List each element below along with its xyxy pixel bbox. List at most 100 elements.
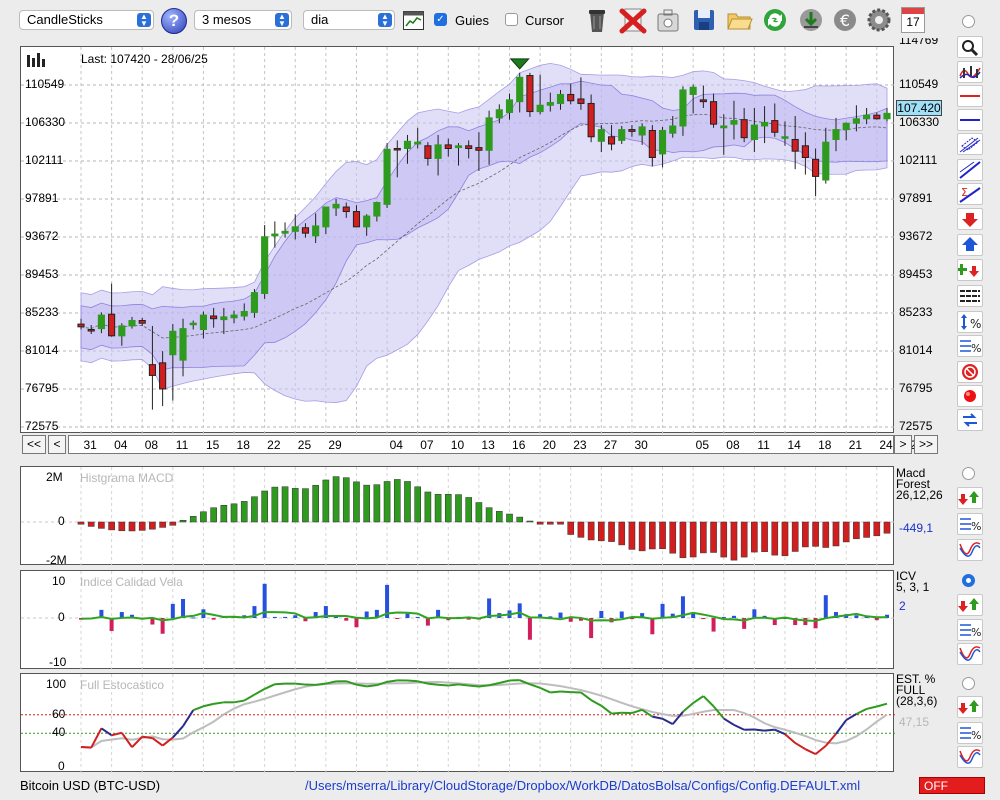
sell-arrow-button[interactable] (957, 208, 983, 230)
macd-percent-lines-button[interactable]: % (957, 513, 983, 535)
buy-arrow-button[interactable] (957, 234, 983, 256)
candle-body-down (301, 227, 310, 234)
download-icon[interactable] (797, 6, 825, 34)
trend-line-button[interactable] (957, 159, 983, 181)
macd-panel[interactable]: Histgrama MACD (20, 466, 895, 566)
interval-select[interactable]: dia ▲ ▼ (303, 10, 395, 30)
icv-bar (589, 618, 594, 639)
main-chart-panel[interactable]: Last: 107420 - 28/06/25 (20, 46, 895, 434)
stochastic-panel-radio[interactable] (962, 677, 975, 690)
save-icon[interactable] (690, 6, 718, 34)
stoch-percent-lines-button[interactable]: % (957, 722, 983, 744)
stochastic-panel[interactable]: Full Estocastico (20, 673, 895, 773)
chart-type-select[interactable]: CandleSticks ▲ ▼ (19, 10, 154, 30)
swap-button[interactable] (957, 409, 983, 431)
macd-bar (485, 507, 493, 523)
macd-bar (149, 521, 156, 530)
inner-band (80, 80, 888, 371)
fibonacci-button[interactable]: Σ (957, 183, 983, 205)
candle-body-up (852, 118, 860, 124)
delete-icon[interactable] (619, 6, 647, 34)
period-select[interactable]: 3 mesos ▲ ▼ (194, 10, 292, 30)
macd-oscillator-button[interactable] (957, 539, 983, 561)
trash-icon[interactable] (583, 6, 611, 34)
portfolio-icon[interactable] (654, 6, 682, 34)
settings-icon[interactable] (865, 6, 893, 34)
icv-bar (558, 612, 563, 618)
stoch-signal-pair-button[interactable] (957, 696, 983, 718)
channel-icon (959, 137, 981, 153)
y-tick-label-left: 110549 (25, 77, 65, 91)
icv-signal-pair-button[interactable] (957, 594, 983, 616)
candle-body-up (750, 124, 758, 140)
macd-bar (455, 494, 462, 523)
nav-last-button[interactable]: >> (914, 435, 938, 454)
date-label: 04 (114, 438, 128, 452)
icv-panel[interactable]: Indice Calidad Vela (20, 570, 895, 670)
nav-next-button[interactable]: > (894, 435, 912, 454)
zoom-button[interactable] (957, 36, 983, 58)
candle-body-down (873, 114, 881, 120)
candle (883, 107, 891, 122)
icv-bar (211, 618, 216, 620)
indicator-overlay-button[interactable] (957, 61, 983, 83)
guides-checkbox[interactable]: ✓ (434, 13, 447, 26)
off-toggle-button[interactable]: OFF (919, 777, 985, 794)
percent-scale-button[interactable]: % (957, 311, 983, 333)
horizontal-line-blue-button[interactable] (957, 109, 983, 131)
nav-prev-button[interactable]: < (48, 435, 66, 454)
candle (475, 132, 483, 172)
config-path-link[interactable]: /Users/mserra/Library/CloudStorage/Dropb… (305, 778, 861, 793)
candle (230, 310, 238, 324)
stochastic-k-segment (274, 682, 286, 686)
date-label: 15 (205, 438, 220, 452)
icv-oscillator-button[interactable] (957, 643, 983, 665)
candle (730, 100, 738, 140)
no-entry-button[interactable] (957, 361, 983, 383)
candle-body-up (495, 109, 503, 119)
stochastic-k-segment (376, 680, 388, 687)
icv-bar (170, 603, 175, 618)
icv-bar (405, 613, 410, 618)
record-button[interactable] (957, 385, 983, 407)
help-icon[interactable]: ? (161, 8, 187, 34)
macd-title: Histgrama MACD (80, 471, 174, 485)
macd-bar (98, 521, 105, 529)
last-price-label: Last: 107420 - 28/06/25 (81, 52, 208, 66)
icv-bar (527, 618, 532, 640)
macd-bar (567, 521, 575, 535)
open-folder-icon[interactable] (725, 6, 753, 34)
candle (159, 351, 167, 407)
date-label: 04 (389, 438, 403, 452)
calendar-icon[interactable]: 17 (901, 7, 925, 33)
horizontal-line-red-button[interactable] (957, 85, 983, 107)
candlestick-chart[interactable] (21, 47, 895, 434)
stoch-oscillator-button[interactable] (957, 746, 983, 768)
icv-bar (436, 609, 441, 618)
lines-button[interactable] (957, 285, 983, 307)
currency-icon[interactable]: € (831, 6, 859, 34)
macd-bar (842, 521, 850, 543)
icv-bar (130, 614, 135, 618)
signal-pair-button[interactable] (957, 259, 983, 281)
cursor-checkbox[interactable] (505, 13, 518, 26)
candle (505, 93, 514, 120)
refresh-icon[interactable] (761, 6, 789, 34)
candle (556, 89, 565, 110)
channel-button[interactable] (957, 133, 983, 155)
horizontal-line-blue-icon (960, 119, 980, 121)
icv-panel-radio[interactable] (962, 574, 975, 587)
icv-percent-lines-button[interactable]: % (957, 619, 983, 641)
candle-body-up (128, 320, 136, 327)
icv-bar (711, 618, 716, 632)
icv-bar (833, 612, 838, 618)
stochastic-k-segment (243, 693, 255, 702)
macd-signal-pair-button[interactable] (957, 487, 983, 509)
chart-window-icon[interactable] (403, 11, 424, 30)
candle-body-up (597, 129, 605, 142)
nav-first-button[interactable]: << (22, 435, 46, 454)
main-panel-radio[interactable] (962, 15, 975, 28)
macd-panel-radio[interactable] (962, 467, 975, 480)
percent-lines-button[interactable]: % (957, 335, 983, 357)
candle (312, 213, 320, 244)
